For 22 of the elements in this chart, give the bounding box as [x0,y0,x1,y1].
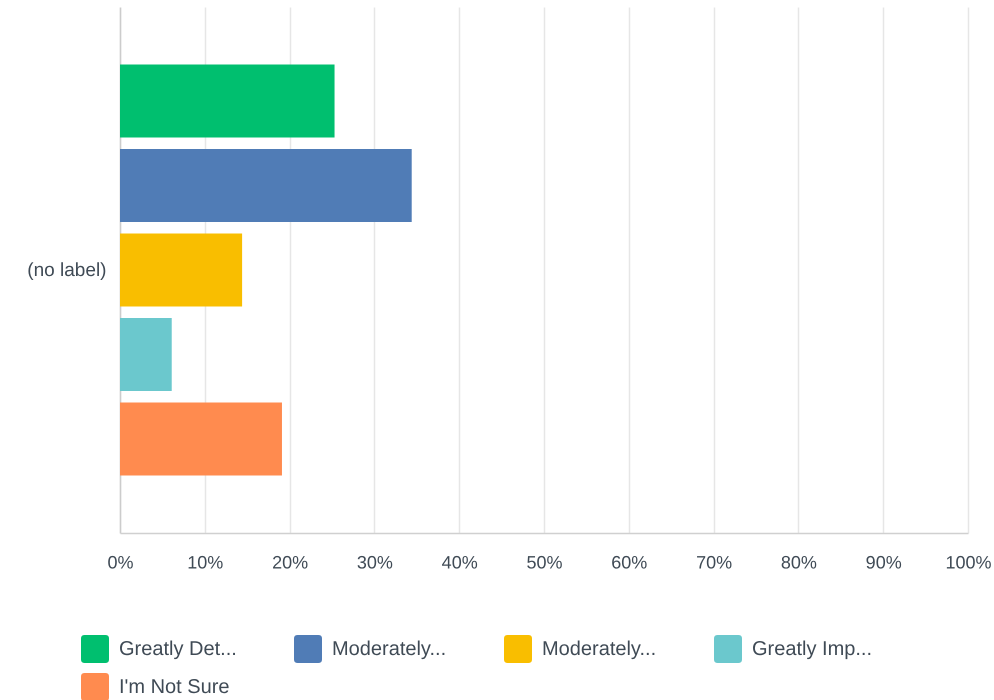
x-tick-label: 0% [107,552,134,572]
legend-label: Greatly Det... [119,638,237,660]
x-tick-label: 60% [611,552,648,572]
bar [120,149,412,222]
y-tick-label: (no label) [27,260,106,281]
legend-label: I'm Not Sure [119,676,230,698]
bar [120,64,335,138]
x-tick-label: 70% [696,552,732,572]
x-tick-label: 100% [945,552,992,572]
x-tick-label: 20% [272,552,308,572]
x-tick-label: 40% [442,552,478,572]
legend-label: Greatly Imp... [752,638,872,660]
legend-label: Moderately... [332,638,446,660]
x-tick-label: 90% [866,552,902,572]
legend-label: Moderately... [542,638,656,660]
x-tick-label: 10% [187,552,224,572]
bar [120,402,282,476]
x-tick-label: 80% [780,552,817,572]
x-tick-label: 30% [356,552,393,572]
bar [120,318,172,391]
x-tick-label: 50% [526,552,563,572]
bar [120,234,242,306]
